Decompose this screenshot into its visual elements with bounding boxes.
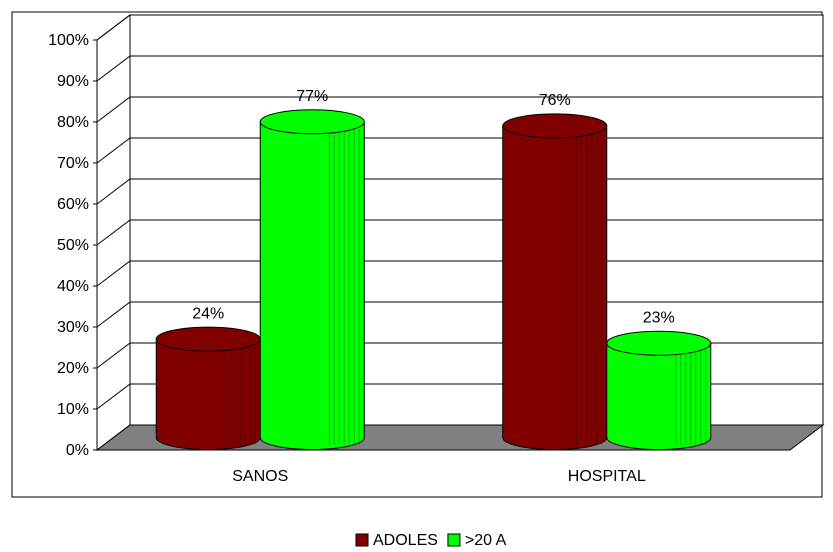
y-tick-label: 20% [57, 360, 89, 377]
side-grid-line [96, 342, 131, 369]
y-tick-label: 80% [57, 114, 89, 131]
data-label: 23% [643, 309, 675, 326]
y-tick-label: 50% [57, 237, 89, 254]
data-label: 76% [539, 92, 571, 109]
cylinder [502, 113, 608, 450]
y-tick-label: 90% [57, 73, 89, 90]
cylinder-top [259, 109, 365, 135]
y-tick-label: 0% [66, 442, 89, 459]
side-grid-line [96, 301, 131, 328]
y-tick-label: 10% [57, 401, 89, 418]
legend-swatch [447, 533, 461, 547]
cylinder-body [606, 342, 712, 450]
side-grid-line [96, 383, 131, 410]
y-tick-label: 70% [57, 155, 89, 172]
cylinder [606, 330, 712, 450]
cylinder [259, 109, 365, 450]
legend-label: ADOLES [373, 532, 438, 549]
data-label: 77% [296, 88, 328, 105]
cylinder [155, 326, 261, 450]
side-grid-line [96, 260, 131, 287]
cylinder-body [259, 121, 365, 450]
cylinder-body [155, 338, 261, 450]
cylinder-top [606, 330, 712, 356]
y-tick-label: 30% [57, 319, 89, 336]
side-grid-line [96, 219, 131, 246]
side-grid-line [96, 137, 131, 164]
side-grid-line [96, 14, 131, 41]
side-grid-line [96, 178, 131, 205]
y-tick-label: 60% [57, 196, 89, 213]
cylinder-top [502, 113, 608, 139]
cylinder-body [502, 125, 608, 450]
y-tick-label: 100% [48, 32, 89, 49]
legend-label: >20 A [465, 532, 507, 549]
x-tick-label: HOSPITAL [568, 468, 646, 485]
x-tick-label: SANOS [232, 468, 288, 485]
side-grid-line [96, 55, 131, 82]
cylinder-top [155, 326, 261, 352]
side-grid-line [96, 96, 131, 123]
data-label: 24% [192, 305, 224, 322]
y-tick-label: 40% [57, 278, 89, 295]
legend-swatch [355, 533, 369, 547]
